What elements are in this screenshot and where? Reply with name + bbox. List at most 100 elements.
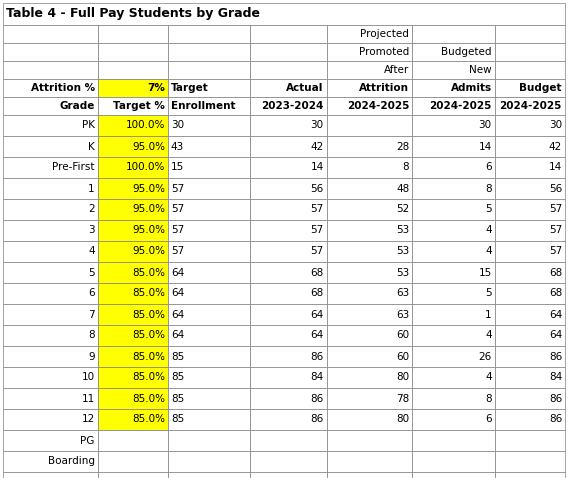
Text: Actual: Actual (286, 83, 324, 93)
Bar (3, 115, 98, 136)
Bar (250, 43, 327, 61)
Bar (3, 262, 98, 283)
Text: Table 4 - Full Pay Students by Grade: Table 4 - Full Pay Students by Grade (6, 8, 260, 21)
Bar (250, 241, 327, 262)
Bar (168, 409, 250, 430)
Text: 86: 86 (311, 414, 324, 424)
Bar (98, 220, 168, 241)
Bar (98, 472, 168, 478)
Text: 53: 53 (396, 247, 410, 257)
Text: PK: PK (82, 120, 95, 130)
Text: 5: 5 (88, 268, 95, 278)
Bar (412, 136, 495, 157)
Bar (495, 79, 565, 97)
Bar (327, 61, 412, 79)
Text: 85.0%: 85.0% (132, 351, 165, 361)
Text: 63: 63 (396, 309, 410, 319)
Bar (250, 115, 327, 136)
Text: 2024-2025: 2024-2025 (347, 101, 410, 111)
Bar (168, 25, 250, 43)
Text: 100.0%: 100.0% (126, 120, 165, 130)
Text: 30: 30 (171, 120, 184, 130)
Bar (98, 304, 168, 325)
Bar (3, 325, 98, 346)
Bar (3, 97, 98, 115)
Bar (250, 472, 327, 478)
Bar (327, 409, 412, 430)
Text: 7: 7 (88, 309, 95, 319)
Bar (327, 325, 412, 346)
Bar (412, 451, 495, 472)
Bar (327, 25, 412, 43)
Text: 30: 30 (479, 120, 492, 130)
Text: 2024-2025: 2024-2025 (500, 101, 562, 111)
Text: 63: 63 (396, 289, 410, 298)
Text: 64: 64 (311, 309, 324, 319)
Bar (250, 136, 327, 157)
Bar (3, 451, 98, 472)
Bar (327, 367, 412, 388)
Text: 78: 78 (396, 393, 410, 403)
Text: 85.0%: 85.0% (132, 414, 165, 424)
Text: 30: 30 (549, 120, 562, 130)
Text: 1: 1 (88, 184, 95, 194)
Bar (168, 61, 250, 79)
Bar (3, 304, 98, 325)
Bar (168, 115, 250, 136)
Text: 5: 5 (485, 205, 492, 215)
Bar (250, 157, 327, 178)
Text: 42: 42 (311, 141, 324, 152)
Bar (495, 304, 565, 325)
Text: 3: 3 (88, 226, 95, 236)
Bar (327, 430, 412, 451)
Text: 2023-2024: 2023-2024 (261, 101, 324, 111)
Bar (3, 472, 98, 478)
Text: 11: 11 (81, 393, 95, 403)
Bar (495, 367, 565, 388)
Bar (250, 367, 327, 388)
Bar (412, 61, 495, 79)
Bar (98, 241, 168, 262)
Bar (98, 451, 168, 472)
Bar (98, 115, 168, 136)
Bar (3, 199, 98, 220)
Text: Pre-First: Pre-First (52, 163, 95, 173)
Text: 8: 8 (88, 330, 95, 340)
Text: 1: 1 (485, 309, 492, 319)
Text: 2: 2 (88, 205, 95, 215)
Bar (412, 472, 495, 478)
Bar (412, 430, 495, 451)
Bar (412, 283, 495, 304)
Text: 8: 8 (485, 184, 492, 194)
Bar (327, 115, 412, 136)
Text: 57: 57 (171, 247, 184, 257)
Text: K: K (88, 141, 95, 152)
Bar (412, 97, 495, 115)
Bar (327, 199, 412, 220)
Text: 52: 52 (396, 205, 410, 215)
Text: 85.0%: 85.0% (132, 289, 165, 298)
Text: 53: 53 (396, 226, 410, 236)
Text: 64: 64 (311, 330, 324, 340)
Text: 60: 60 (396, 351, 410, 361)
Bar (98, 43, 168, 61)
Text: 8: 8 (403, 163, 410, 173)
Text: 86: 86 (311, 351, 324, 361)
Text: 64: 64 (171, 268, 184, 278)
Text: 26: 26 (478, 351, 492, 361)
Bar (168, 346, 250, 367)
Bar (168, 199, 250, 220)
Text: 60: 60 (396, 330, 410, 340)
Text: Target: Target (171, 83, 208, 93)
Bar (3, 409, 98, 430)
Bar (250, 325, 327, 346)
Bar (327, 136, 412, 157)
Bar (250, 283, 327, 304)
Bar (412, 325, 495, 346)
Bar (3, 283, 98, 304)
Bar (250, 409, 327, 430)
Bar (98, 388, 168, 409)
Text: 64: 64 (171, 330, 184, 340)
Text: 85.0%: 85.0% (132, 330, 165, 340)
Text: 56: 56 (549, 184, 562, 194)
